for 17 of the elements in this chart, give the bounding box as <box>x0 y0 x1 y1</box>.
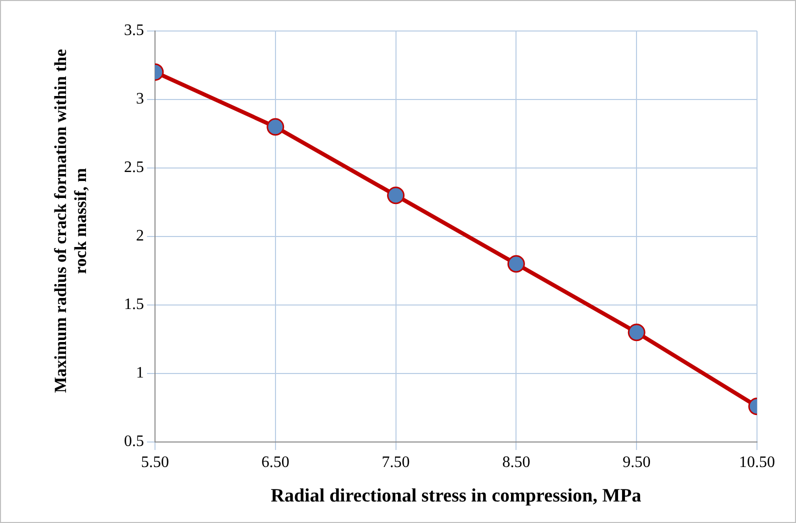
x-tick-label: 7.50 <box>382 454 410 471</box>
x-axis-title: Radial directional stress in compression, MPa <box>270 486 642 507</box>
y-tick-label: 3.5 <box>124 22 144 40</box>
x-tick-label: 6.50 <box>261 454 290 471</box>
point <box>507 255 525 273</box>
y-tick-label: 2.5 <box>124 159 144 176</box>
y-tick-label: 3 <box>136 90 144 108</box>
y-tick-label: 0.5 <box>124 433 144 450</box>
x-tick-label: 10.50 <box>739 454 775 471</box>
x-tick-label: 5.50 <box>141 454 169 471</box>
x-tick-label: 8.50 <box>502 454 530 471</box>
y-tick-label: 1.5 <box>124 296 144 314</box>
y-axis-title: Maximum radius of crack formation within the rock massif, m <box>51 48 91 395</box>
y-tick-label: 1 <box>136 364 144 382</box>
x-tick-label: 9.50 <box>622 454 651 471</box>
y-tick-label: 2 <box>136 228 144 245</box>
point <box>387 186 405 204</box>
